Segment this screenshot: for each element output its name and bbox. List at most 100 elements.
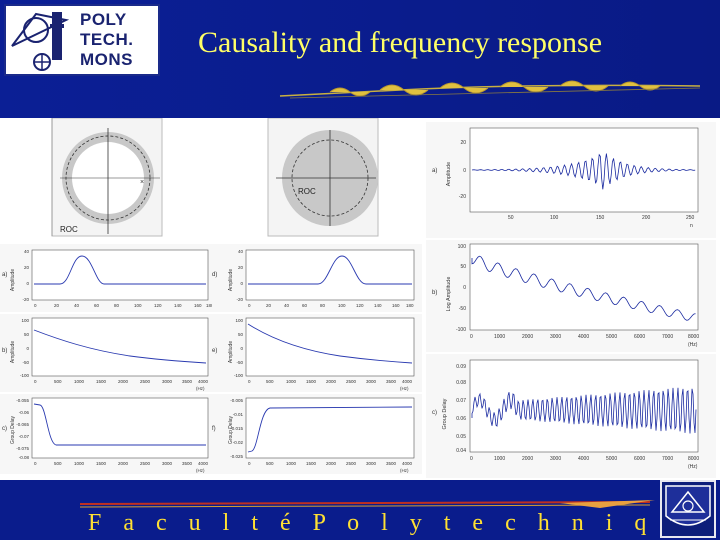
plot-c-curve bbox=[33, 403, 206, 446]
plot-a-xtick-1: 0 bbox=[34, 303, 37, 308]
plot-e-ylabel: Amplitude bbox=[228, 341, 234, 363]
plot-i-xtick-3: 2000 bbox=[522, 456, 533, 462]
plot-c-xtick-1: 0 bbox=[34, 461, 37, 466]
plot-i-panel-label: c) bbox=[432, 410, 437, 416]
plot-c-xtick-9: 4000 bbox=[198, 461, 209, 466]
plot-h-ytick-5: -100 bbox=[456, 327, 466, 333]
plot-h-xtick-7: 6000 bbox=[634, 334, 645, 340]
plot-a-ytick-2: 20 bbox=[24, 265, 30, 270]
plot-e-xtick-4: 1500 bbox=[306, 379, 317, 384]
plot-g-xtick-4: 200 bbox=[642, 215, 651, 221]
slide-title: Causality and frequency response bbox=[198, 26, 603, 59]
plot-g-xtick-1: 50 bbox=[508, 215, 514, 221]
plot-a-xtick-5: 80 bbox=[114, 303, 120, 308]
plot-a-panel-label: a) bbox=[2, 272, 7, 278]
plot-c-xtick-6: 2500 bbox=[140, 461, 151, 466]
plot-a-xtick-2: 20 bbox=[54, 303, 60, 308]
logo-line-1: POLY bbox=[80, 10, 127, 29]
content-area: × ROC ROC a) Amplitude 40 20 0 bbox=[0, 117, 720, 480]
plot-i-ylabel: Group Delay bbox=[442, 398, 448, 429]
plot-g-xunit: n bbox=[690, 223, 693, 229]
plot-f-xtick-5: 2000 bbox=[326, 461, 337, 466]
plot-d: d) Amplitude 40 20 0 -20 0 20 40 60 80 1… bbox=[212, 244, 422, 312]
plot-a-xtick-8: 140 bbox=[174, 303, 182, 308]
plot-f-xtick-1: 0 bbox=[248, 461, 251, 466]
plot-d-ylabel: Amplitude bbox=[228, 269, 234, 291]
plot-i-xtick-6: 5000 bbox=[606, 456, 617, 462]
plot-d-ytick-3: 0 bbox=[240, 281, 243, 286]
plot-h-xtick-8: 7000 bbox=[662, 334, 673, 340]
plot-f-ytick-3: -0.015 bbox=[230, 426, 243, 431]
plot-d-ytick-4: -20 bbox=[236, 297, 243, 302]
plot-c-xtick-2: 500 bbox=[54, 461, 62, 466]
plot-i: c) Group Delay 0.09 0.08 0.07 0.06 0.05 … bbox=[426, 354, 716, 478]
plot-g-ylabel: Amplitude bbox=[446, 162, 452, 186]
plot-b-ytick-2: 50 bbox=[24, 332, 30, 337]
plot-f-ytick-2: -0.01 bbox=[233, 412, 244, 417]
plot-a: a) Amplitude 40 20 0 -20 0 20 40 60 80 1… bbox=[0, 244, 220, 312]
plot-a-xtick-9: 160 bbox=[194, 303, 202, 308]
plot-g-panel-label: a) bbox=[432, 168, 437, 174]
plot-f-xtick-9: 4000 bbox=[402, 461, 413, 466]
plot-h-xtick-4: 3000 bbox=[550, 334, 561, 340]
plot-d-xtick-4: 60 bbox=[302, 303, 308, 308]
plot-b-xtick-5: 2000 bbox=[118, 379, 129, 384]
plot-i-ytick-5: 0.05 bbox=[456, 434, 466, 440]
plot-f-xtick-6: 2500 bbox=[346, 461, 357, 466]
plot-c: c) Group Delay -0.055 -0.06 -0.065 -0.07… bbox=[0, 394, 220, 474]
plot-i-ytick-4: 0.06 bbox=[456, 416, 466, 422]
plot-b-ylabel: Amplitude bbox=[10, 341, 16, 363]
svg-text:×: × bbox=[140, 179, 144, 186]
plot-e-xtick-9: 4000 bbox=[402, 379, 413, 384]
plot-a-xtick-4: 60 bbox=[94, 303, 100, 308]
plot-i-xtick-4: 3000 bbox=[550, 456, 561, 462]
plot-e-ytick-3: 0 bbox=[240, 346, 243, 351]
plot-h-xunit: (Hz) bbox=[688, 342, 698, 348]
plot-c-ytick-5: -0.075 bbox=[16, 446, 29, 451]
logo-line-3: MONS bbox=[80, 50, 133, 69]
plot-b-ytick-1: 100 bbox=[21, 318, 29, 323]
plot-i-ytick-2: 0.08 bbox=[456, 380, 466, 386]
plot-h-ytick-1: 100 bbox=[458, 244, 467, 250]
plot-a-ytick-4: -20 bbox=[22, 297, 29, 302]
plot-e-ytick-4: -50 bbox=[236, 360, 243, 365]
plot-i-xunit: (Hz) bbox=[688, 464, 698, 470]
plot-a-curve bbox=[34, 255, 206, 285]
plot-b-ytick-4: -50 bbox=[22, 360, 29, 365]
plot-a-xtick-7: 120 bbox=[154, 303, 162, 308]
plot-e-xtick-2: 500 bbox=[266, 379, 274, 384]
plot-c-xtick-3: 1000 bbox=[74, 461, 85, 466]
plot-h-curve bbox=[471, 255, 696, 321]
plot-h-xtick-9: 8000 bbox=[688, 334, 699, 340]
plot-f-ytick-5: -0.025 bbox=[230, 454, 243, 459]
roc-label-1: ROC bbox=[60, 225, 78, 234]
plot-c-ytick-3: -0.065 bbox=[16, 422, 29, 427]
plot-h-xtick-1: 0 bbox=[470, 334, 473, 340]
plot-a-xtick-3: 40 bbox=[74, 303, 80, 308]
plot-i-ytick-3: 0.07 bbox=[456, 398, 466, 404]
plot-d-panel-label: d) bbox=[212, 272, 217, 278]
plot-e-xtick-8: 3500 bbox=[386, 379, 397, 384]
plot-d-ytick-1: 40 bbox=[238, 249, 244, 254]
plot-a-ylabel: Amplitude bbox=[10, 269, 16, 291]
plot-e-xtick-6: 2500 bbox=[346, 379, 357, 384]
plot-b-xtick-8: 3500 bbox=[182, 379, 193, 384]
plot-b-xunit: (Hz) bbox=[196, 386, 205, 391]
plot-i-xtick-7: 6000 bbox=[634, 456, 645, 462]
plot-c-ytick-4: -0.07 bbox=[19, 434, 30, 439]
plot-a-xtick-6: 100 bbox=[134, 303, 142, 308]
plot-h-ytick-2: 50 bbox=[460, 264, 466, 270]
plot-c-xunit: (Hz) bbox=[196, 468, 205, 473]
plot-c-ytick-1: -0.055 bbox=[16, 398, 29, 403]
plot-c-xtick-4: 1500 bbox=[96, 461, 107, 466]
plot-e-ytick-1: 100 bbox=[235, 318, 243, 323]
plot-e-panel-label: e) bbox=[212, 348, 217, 354]
faculty-crest bbox=[660, 480, 716, 538]
plot-e-xtick-3: 1000 bbox=[286, 379, 297, 384]
plot-i-xtick-1: 0 bbox=[470, 456, 473, 462]
plot-d-xtick-1: 0 bbox=[248, 303, 251, 308]
plot-f-xunit: (Hz) bbox=[400, 468, 409, 473]
plot-b-xtick-4: 1500 bbox=[96, 379, 107, 384]
plot-f-xtick-2: 500 bbox=[266, 461, 274, 466]
plot-e-xtick-7: 3000 bbox=[366, 379, 377, 384]
